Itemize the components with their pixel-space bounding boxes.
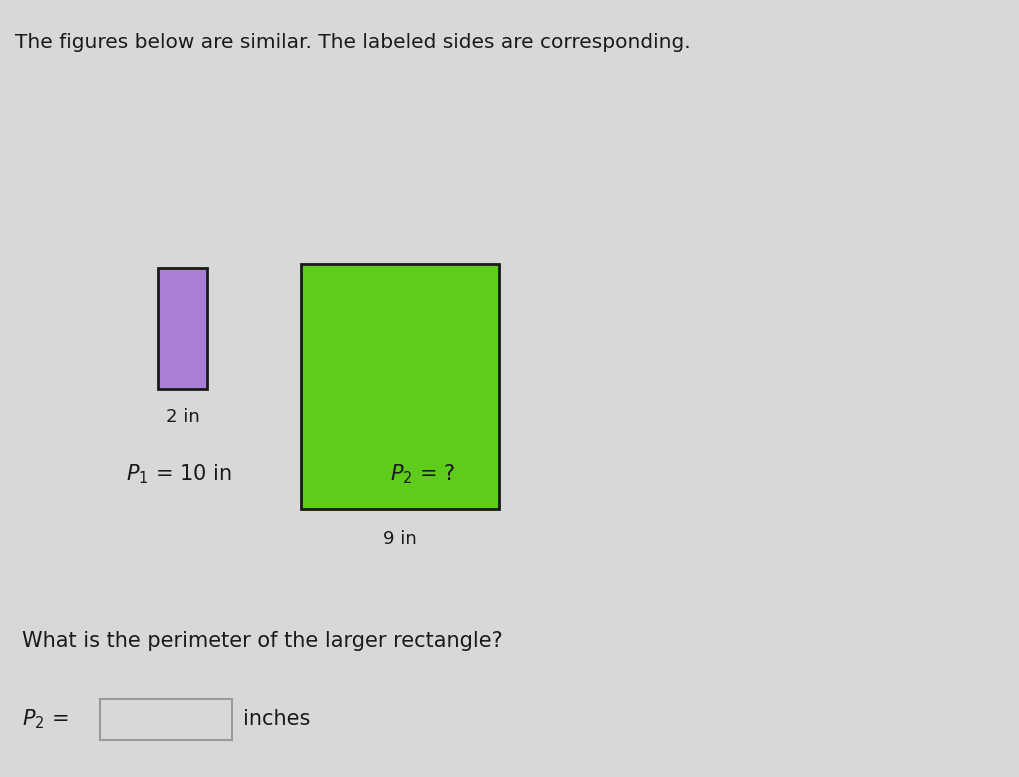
Text: 2 in: 2 in [165,408,200,426]
Bar [301,264,499,509]
Text: $P_2$ = ?: $P_2$ = ? [390,462,455,486]
Bar [100,699,232,740]
Text: What is the perimeter of the larger rectangle?: What is the perimeter of the larger rect… [22,631,503,651]
Text: inches: inches [243,709,310,729]
Text: $P_1$ = 10 in: $P_1$ = 10 in [125,462,231,486]
Text: $P_2$ =: $P_2$ = [22,707,69,730]
Bar [158,268,207,388]
Text: The figures below are similar. The labeled sides are corresponding.: The figures below are similar. The label… [15,33,691,52]
Text: 9 in: 9 in [382,530,417,548]
